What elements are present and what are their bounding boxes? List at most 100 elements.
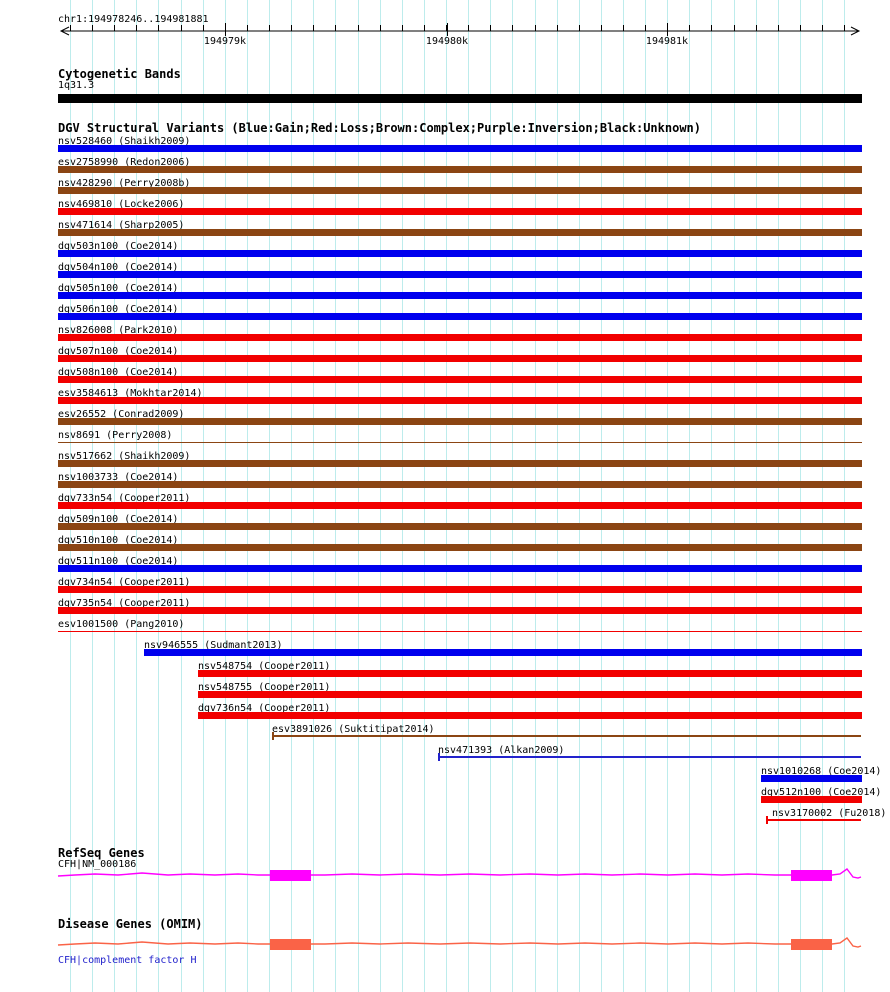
variant-bar[interactable] [766, 819, 861, 821]
variant-bar[interactable] [58, 229, 862, 236]
variant-bar[interactable] [58, 523, 862, 530]
grid-line [800, 0, 801, 992]
variant-bar[interactable] [58, 631, 862, 632]
grid-line [136, 0, 137, 992]
grid-line [313, 0, 314, 992]
grid-line [247, 0, 248, 992]
dgv-track-header: DGV Structural Variants (Blue:Gain;Red:L… [58, 121, 701, 135]
variant-label: esv1001500 (Pang2010) [58, 619, 185, 630]
variant-label: dgv507n100 (Coe2014) [58, 346, 179, 357]
variant-label: nsv1003733 (Coe2014) [58, 472, 179, 483]
grid-line [402, 0, 403, 992]
variant-bar[interactable] [58, 313, 862, 320]
variant-label: nsv548754 (Cooper2011) [198, 661, 331, 672]
variant-bar[interactable] [761, 796, 862, 803]
variant-bar[interactable] [58, 166, 862, 173]
variant-label: nsv528460 (Shaikh2009) [58, 136, 191, 147]
cytoband-bar[interactable] [58, 94, 862, 103]
variant-label: esv26552 (Conrad2009) [58, 409, 185, 420]
variant-label: dgv512n100 (Coe2014) [761, 787, 882, 798]
variant-bar[interactable] [58, 187, 862, 194]
omim-gene-glyph[interactable] [0, 932, 890, 958]
variant-bar[interactable] [58, 586, 862, 593]
grid-line [734, 0, 735, 992]
grid-line [756, 0, 757, 992]
variant-bar[interactable] [198, 712, 862, 719]
variant-bar[interactable] [58, 442, 862, 443]
variant-bar[interactable] [58, 250, 862, 257]
variant-bar[interactable] [58, 271, 862, 278]
grid-line [424, 0, 425, 992]
variant-label: dgv503n100 (Coe2014) [58, 241, 179, 252]
variant-bar[interactable] [58, 376, 862, 383]
variant-bar[interactable] [58, 418, 862, 425]
grid-line [291, 0, 292, 992]
grid-line [778, 0, 779, 992]
grid-line [844, 0, 845, 992]
variant-label: dgv511n100 (Coe2014) [58, 556, 179, 567]
variant-bar[interactable] [58, 544, 862, 551]
variant-bar[interactable] [58, 460, 862, 467]
variant-bar[interactable] [58, 481, 862, 488]
variant-label: dgv505n100 (Coe2014) [58, 283, 179, 294]
variant-label: dgv509n100 (Coe2014) [58, 514, 179, 525]
variant-bar[interactable] [198, 670, 862, 677]
variant-bar[interactable] [58, 145, 862, 152]
variant-label: dgv734n54 (Cooper2011) [58, 577, 191, 588]
variant-bar[interactable] [58, 502, 862, 509]
grid-line [645, 0, 646, 992]
refseq-track-header: RefSeq Genes [58, 846, 145, 860]
grid-line [358, 0, 359, 992]
variant-label: nsv428290 (Perry2008b) [58, 178, 191, 189]
variant-label: nsv469810 (Locke2006) [58, 199, 185, 210]
grid-line [557, 0, 558, 992]
grid-line [512, 0, 513, 992]
variant-label: dgv733n54 (Cooper2011) [58, 493, 191, 504]
grid-line [114, 0, 115, 992]
grid-line [181, 0, 182, 992]
variant-bar[interactable] [58, 292, 862, 299]
variant-bar[interactable] [198, 691, 862, 698]
region-coordinates-label: chr1:194978246..194981881 [58, 14, 209, 25]
refseq-gene-glyph[interactable] [0, 863, 890, 889]
variant-label: nsv548755 (Cooper2011) [198, 682, 331, 693]
variant-bar[interactable] [272, 735, 861, 737]
grid-line [225, 0, 226, 992]
variant-label: esv3891026 (Suktitipat2014) [272, 724, 435, 735]
grid-line [269, 0, 270, 992]
variant-label: nsv517662 (Shaikh2009) [58, 451, 191, 462]
ruler-tick-label: 194981k [645, 36, 689, 47]
grid-line [380, 0, 381, 992]
variant-bar[interactable] [761, 775, 862, 782]
ruler-axis[interactable] [0, 0, 890, 50]
variant-label: dgv506n100 (Coe2014) [58, 304, 179, 315]
variant-label: dgv735n54 (Cooper2011) [58, 598, 191, 609]
grid-line [70, 0, 71, 992]
variant-label: esv2758990 (Redon2006) [58, 157, 191, 168]
variant-label: dgv508n100 (Coe2014) [58, 367, 179, 378]
grid-line [579, 0, 580, 992]
variant-bar[interactable] [144, 649, 862, 656]
cytoband-track-header: Cytogenetic Bands [58, 67, 181, 81]
variant-bar[interactable] [58, 208, 862, 215]
variant-bar[interactable] [438, 756, 861, 758]
variant-bar[interactable] [58, 355, 862, 362]
grid-line [203, 0, 204, 992]
variant-label: dgv510n100 (Coe2014) [58, 535, 179, 546]
variant-label: nsv946555 (Sudmant2013) [144, 640, 283, 651]
grid-line [689, 0, 690, 992]
variant-label: nsv8691 (Perry2008) [58, 430, 173, 441]
grid-line [711, 0, 712, 992]
variant-label: nsv826008 (Park2010) [58, 325, 179, 336]
ruler-tick-label: 194979k [203, 36, 247, 47]
variant-label: nsv471614 (Sharp2005) [58, 220, 185, 231]
grid-line [667, 0, 668, 992]
variant-label: dgv736n54 (Cooper2011) [198, 703, 331, 714]
grid-line [601, 0, 602, 992]
variant-bar[interactable] [58, 397, 862, 404]
variant-bar[interactable] [58, 334, 862, 341]
grid-line [158, 0, 159, 992]
omim-gene-label: CFH|complement factor H [58, 955, 197, 966]
variant-bar[interactable] [58, 607, 862, 614]
variant-bar[interactable] [58, 565, 862, 572]
